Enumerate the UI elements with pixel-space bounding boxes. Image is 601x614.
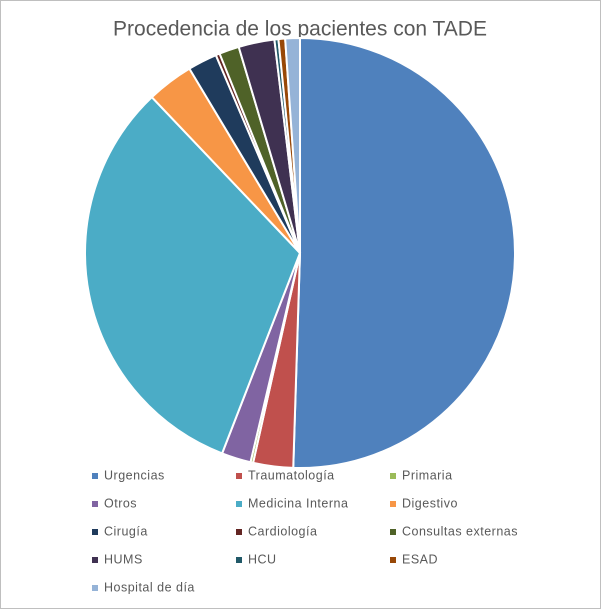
legend-label: Hospital de día <box>104 580 195 594</box>
legend-swatch <box>92 501 98 507</box>
legend-label: HCU <box>248 552 277 566</box>
legend-label: ESAD <box>402 552 438 566</box>
legend-label: Otros <box>104 496 137 510</box>
pie-slice <box>292 36 516 469</box>
legend-label: Traumatología <box>248 468 335 482</box>
legend-swatch <box>92 529 98 535</box>
legend-swatch <box>390 529 396 535</box>
legend-swatch <box>236 529 242 535</box>
legend-swatch <box>390 501 396 507</box>
pie-slice <box>84 95 302 455</box>
legend-label: Primaria <box>402 468 453 482</box>
legend-swatch <box>92 585 98 591</box>
legend-label: Cirugía <box>104 524 148 538</box>
legend-swatch <box>236 501 242 507</box>
legend-label: Medicina Interna <box>248 496 348 510</box>
legend-label: Digestivo <box>402 496 458 510</box>
legend-label: Urgencias <box>104 468 165 482</box>
legend-label: HUMS <box>104 552 143 566</box>
legend-swatch <box>390 557 396 563</box>
pie-slice <box>284 36 301 254</box>
legend-swatch <box>390 473 396 479</box>
legend-swatch <box>236 473 242 479</box>
legend-label: Cardiología <box>248 524 317 538</box>
legend-label: Consultas externas <box>402 524 518 538</box>
legend-swatch <box>92 557 98 563</box>
chart-title: Procedencia de los pacientes con TADE <box>113 18 487 41</box>
legend-swatch <box>92 473 98 479</box>
legend-swatch <box>236 557 242 563</box>
